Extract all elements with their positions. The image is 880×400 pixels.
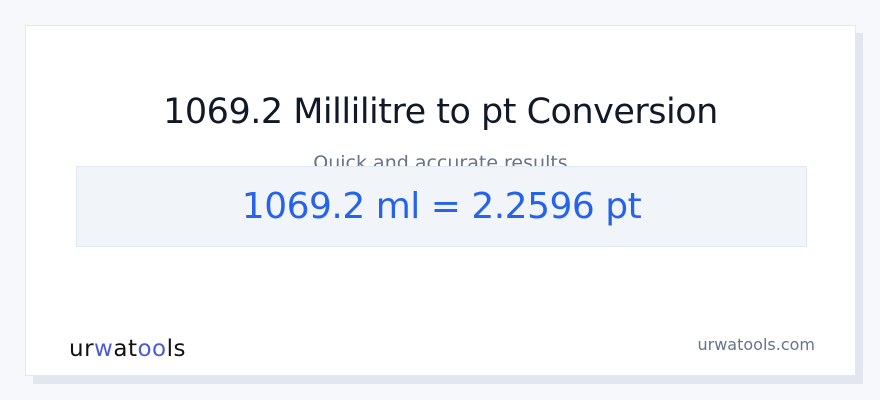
result-box: 1069.2 ml = 2.2596 pt (76, 166, 807, 247)
conversion-card: 1069.2 Millilitre to pt Conversion Quick… (25, 25, 856, 376)
page-title: 1069.2 Millilitre to pt Conversion (163, 92, 718, 132)
urwatools-logo: urwatools (69, 336, 187, 362)
result-text: 1069.2 ml = 2.2596 pt (241, 186, 642, 227)
site-url: urwatools.com (697, 335, 816, 354)
